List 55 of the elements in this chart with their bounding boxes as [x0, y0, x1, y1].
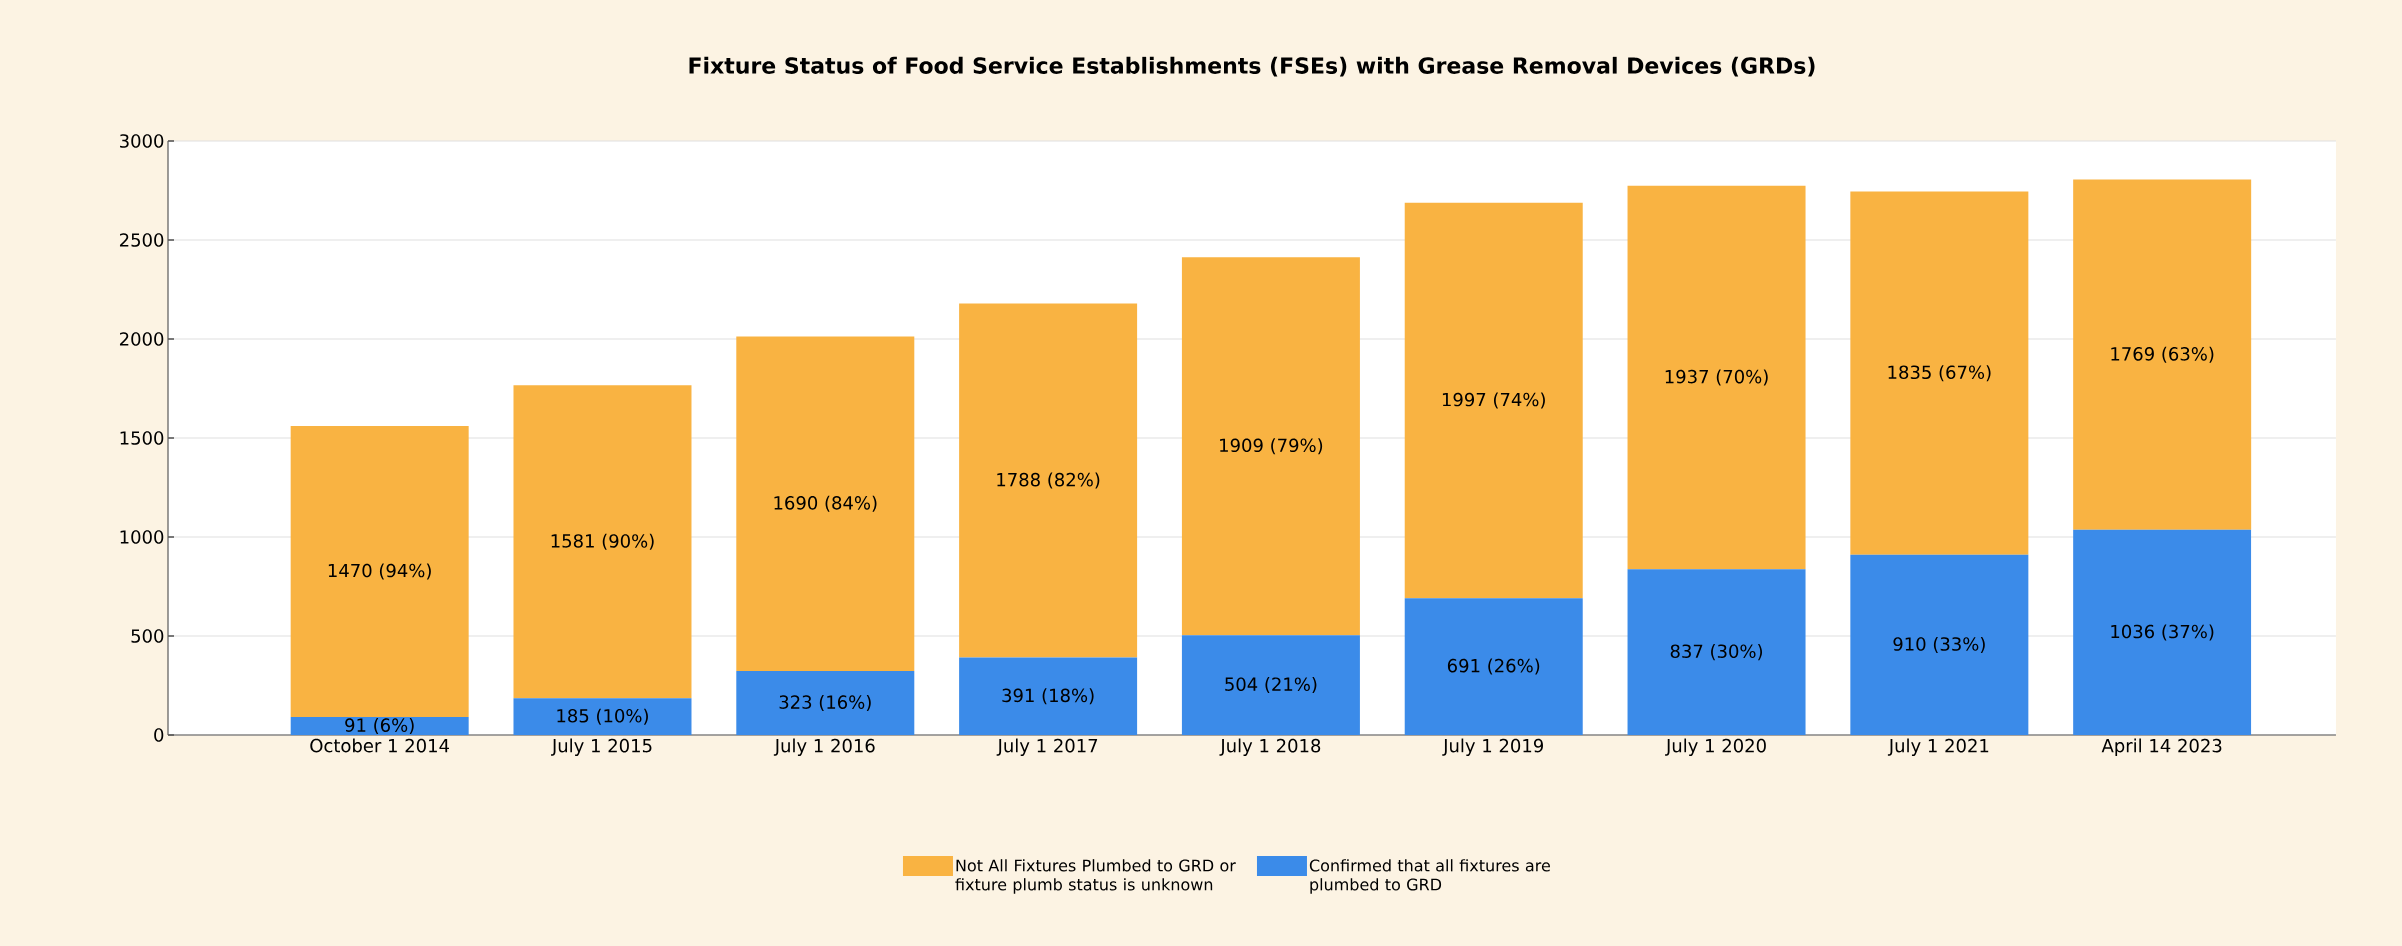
bar — [959, 657, 1138, 735]
data-label: 323 (16%) — [779, 695, 871, 712]
legend-label: Confirmed that all fixtures are plumbed to GRD — [1309, 859, 1550, 894]
y-tick-label: 0 — [154, 728, 164, 742]
bar — [736, 671, 915, 735]
data-label: 837 (30%) — [1670, 644, 1763, 661]
data-label: 1835 (67%) — [1888, 365, 1991, 382]
data-label: 91 (6%) — [345, 717, 414, 734]
data-label: 1769 (63%) — [2111, 346, 2214, 363]
bar — [1850, 554, 2029, 735]
y-tick-label: 2000 — [119, 332, 164, 346]
data-label: 1909 (79%) — [1220, 438, 1323, 455]
data-label: 185 (10%) — [557, 708, 648, 725]
x-tick-label: April 14 2023 — [2101, 738, 2222, 756]
y-tick-label: 2500 — [119, 233, 164, 247]
data-label: 1036 (37%) — [2111, 624, 2214, 641]
x-tick-label: July 1 2016 — [773, 738, 875, 756]
x-tick-label: October 1 2014 — [310, 738, 450, 753]
bar — [1181, 635, 1360, 735]
bar — [1404, 598, 1583, 735]
y-tick-label: 1000 — [120, 530, 164, 544]
bar — [290, 716, 469, 735]
y-tick-label: 1500 — [120, 431, 164, 445]
bar — [513, 698, 692, 735]
bar — [290, 425, 469, 717]
data-label: 1581 (90%) — [551, 533, 654, 550]
bar — [736, 336, 915, 672]
data-label: 1788 (82%) — [997, 472, 1100, 489]
x-tick-label: July 1 2015 — [551, 738, 652, 756]
chart-title: Fixture Status of Food Service Establishments (FSEs) with Grease Removal Devices (GRDs) — [689, 56, 1815, 77]
bar — [2073, 529, 2252, 735]
x-tick-label: July 1 2017 — [996, 738, 1098, 756]
x-tick-label: July 1 2020 — [1665, 738, 1766, 756]
legend-label: Not All Fixtures Plumbed to GRD or fixture plumb status is unknown — [955, 859, 1236, 894]
bar — [513, 385, 692, 699]
bar — [959, 303, 1138, 658]
x-tick-label: July 1 2019 — [1442, 738, 1543, 756]
bar — [1404, 202, 1583, 599]
data-label: 910 (33%) — [1893, 636, 1985, 653]
data-label: 1997 (74%) — [1442, 392, 1545, 409]
y-tick-label: 3000 — [120, 134, 164, 148]
data-label: 1937 (70%) — [1665, 369, 1768, 386]
x-tick-label: July 1 2021 — [1887, 738, 1989, 756]
bar — [1181, 257, 1360, 636]
data-label: 504 (21%) — [1225, 677, 1317, 694]
x-tick-label: July 1 2018 — [1219, 738, 1321, 756]
bar — [1627, 569, 1806, 735]
data-label: 1690 (84%) — [774, 495, 877, 512]
data-label: 1470 (94%) — [328, 563, 431, 580]
bar — [1627, 185, 1806, 570]
bar — [1850, 191, 2029, 555]
bar — [2073, 179, 2252, 530]
data-label: 391 (18%) — [1002, 688, 1094, 705]
y-tick-label: 500 — [131, 629, 164, 643]
data-label: 691 (26%) — [1447, 658, 1540, 675]
